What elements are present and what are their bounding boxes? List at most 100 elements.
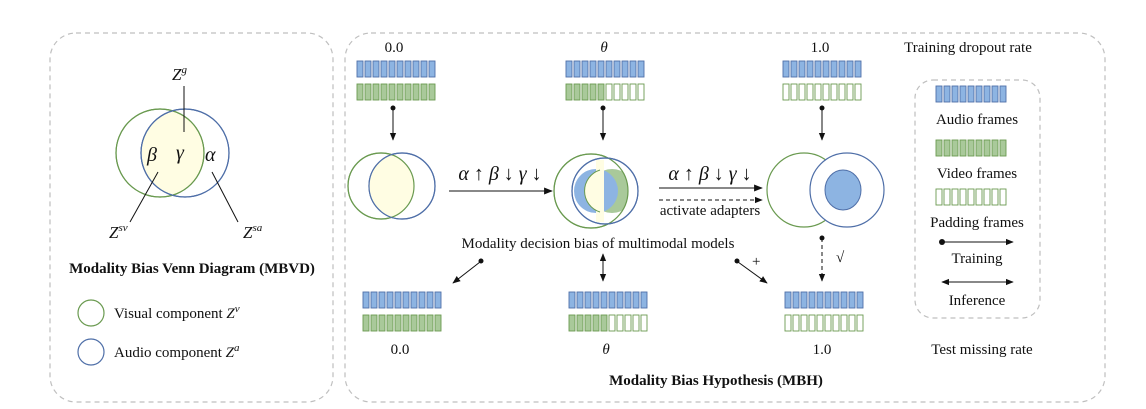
audio-legend-label: Audio component Za — [114, 342, 240, 361]
audio-frame — [824, 291, 832, 309]
video-frame — [589, 83, 597, 101]
padding-frame — [846, 83, 854, 101]
padding-frame — [935, 188, 943, 206]
audio-frame — [394, 291, 402, 309]
train-audio-frames-1 — [782, 60, 862, 78]
decision-label: Modality decision bias of multimodal mod… — [462, 236, 735, 252]
audio-frame — [412, 60, 420, 78]
audio-frame — [991, 85, 999, 103]
padding-frame — [792, 314, 800, 332]
audio-frame — [396, 60, 404, 78]
video-frame — [428, 83, 436, 101]
audio-frame — [388, 60, 396, 78]
trend-label-1: α ↑ β ↓ γ ↓ — [458, 163, 541, 185]
audio-frame — [428, 60, 436, 78]
audio-frame — [840, 291, 848, 309]
padding-frame — [608, 314, 616, 332]
video-frame — [386, 314, 394, 332]
visual-legend-label: Visual component Zv — [114, 303, 240, 322]
legend-video-frames — [935, 139, 1007, 157]
trend-label-2: α ↑ β ↓ γ ↓ — [668, 163, 751, 185]
zsa-label: Zsa — [243, 222, 263, 242]
audio-frame — [573, 60, 581, 78]
audio-frame — [621, 60, 629, 78]
audio-frame — [565, 60, 573, 78]
test-audio-frames-0 — [362, 291, 442, 309]
audio-frame — [592, 291, 600, 309]
check-mark: √ — [836, 250, 845, 266]
audio-frame — [800, 291, 808, 309]
padding-frame — [824, 314, 832, 332]
test-video-frames-0 — [362, 314, 442, 332]
padding-frame — [800, 314, 808, 332]
mbh-venn-0 — [347, 152, 436, 220]
video-frame — [396, 83, 404, 101]
video-frame — [597, 83, 605, 101]
audio-frame — [624, 291, 632, 309]
train-rate-1: 1.0 — [811, 40, 830, 56]
padding-frame — [613, 83, 621, 101]
audio-frame — [854, 60, 862, 78]
video-frame — [600, 314, 608, 332]
inference-arrow-cross — [737, 261, 768, 284]
video-frame — [967, 139, 975, 157]
alpha-label: α — [205, 144, 216, 166]
audio-frame — [420, 60, 428, 78]
frame-legend-box — [914, 79, 1041, 319]
audio-frame — [581, 60, 589, 78]
video-frame — [372, 83, 380, 101]
mbh-venn-theta — [553, 153, 639, 229]
test-rate-0: 0.0 — [391, 342, 410, 358]
legend-training-label: Training — [951, 251, 1003, 267]
video-frame — [991, 139, 999, 157]
mbvd-title: Modality Bias Venn Diagram (MBVD) — [69, 261, 315, 277]
audio-frame — [364, 60, 372, 78]
audio-frame — [608, 291, 616, 309]
inference-arrow-0 — [452, 261, 481, 284]
audio-frame — [814, 60, 822, 78]
train-audio-frames-0 — [356, 60, 436, 78]
video-frame — [999, 139, 1007, 157]
audio-frame — [613, 60, 621, 78]
audio-frame — [404, 60, 412, 78]
video-frame — [356, 83, 364, 101]
audio-frame — [632, 291, 640, 309]
padding-frame — [798, 83, 806, 101]
audio-frame — [856, 291, 864, 309]
padding-frame — [838, 83, 846, 101]
video-frame — [568, 314, 576, 332]
zsv-label: Zsv — [109, 222, 128, 242]
padding-frame — [790, 83, 798, 101]
audio-frame — [576, 291, 584, 309]
test-rate-label: Test missing rate — [931, 342, 1033, 358]
padding-frame — [840, 314, 848, 332]
audio-frame — [792, 291, 800, 309]
audio-frame — [426, 291, 434, 309]
audio-frame — [983, 85, 991, 103]
mbh-title: Modality Bias Hypothesis (MBH) — [609, 373, 823, 389]
frame-groups — [356, 60, 864, 332]
padding-frame — [848, 314, 856, 332]
padding-frame — [621, 83, 629, 101]
audio-frame — [597, 60, 605, 78]
audio-frame — [629, 60, 637, 78]
test-rate-1: 1.0 — [813, 342, 832, 358]
audio-frame — [999, 85, 1007, 103]
padding-frame — [967, 188, 975, 206]
audio-frame — [951, 85, 959, 103]
train-rate-0: 0.0 — [385, 40, 404, 56]
train-padding-frames-1 — [782, 83, 862, 101]
gamma-label: γ — [176, 142, 185, 164]
video-frame — [943, 139, 951, 157]
audio-frame — [616, 291, 624, 309]
train-rate-theta: θ — [600, 40, 608, 56]
video-frame — [573, 83, 581, 101]
audio-frame — [418, 291, 426, 309]
audio-frame — [816, 291, 824, 309]
audio-frame — [362, 291, 370, 309]
audio-frame — [790, 60, 798, 78]
audio-frame — [640, 291, 648, 309]
padding-frame — [832, 314, 840, 332]
legend-audio-frames — [935, 85, 1007, 103]
